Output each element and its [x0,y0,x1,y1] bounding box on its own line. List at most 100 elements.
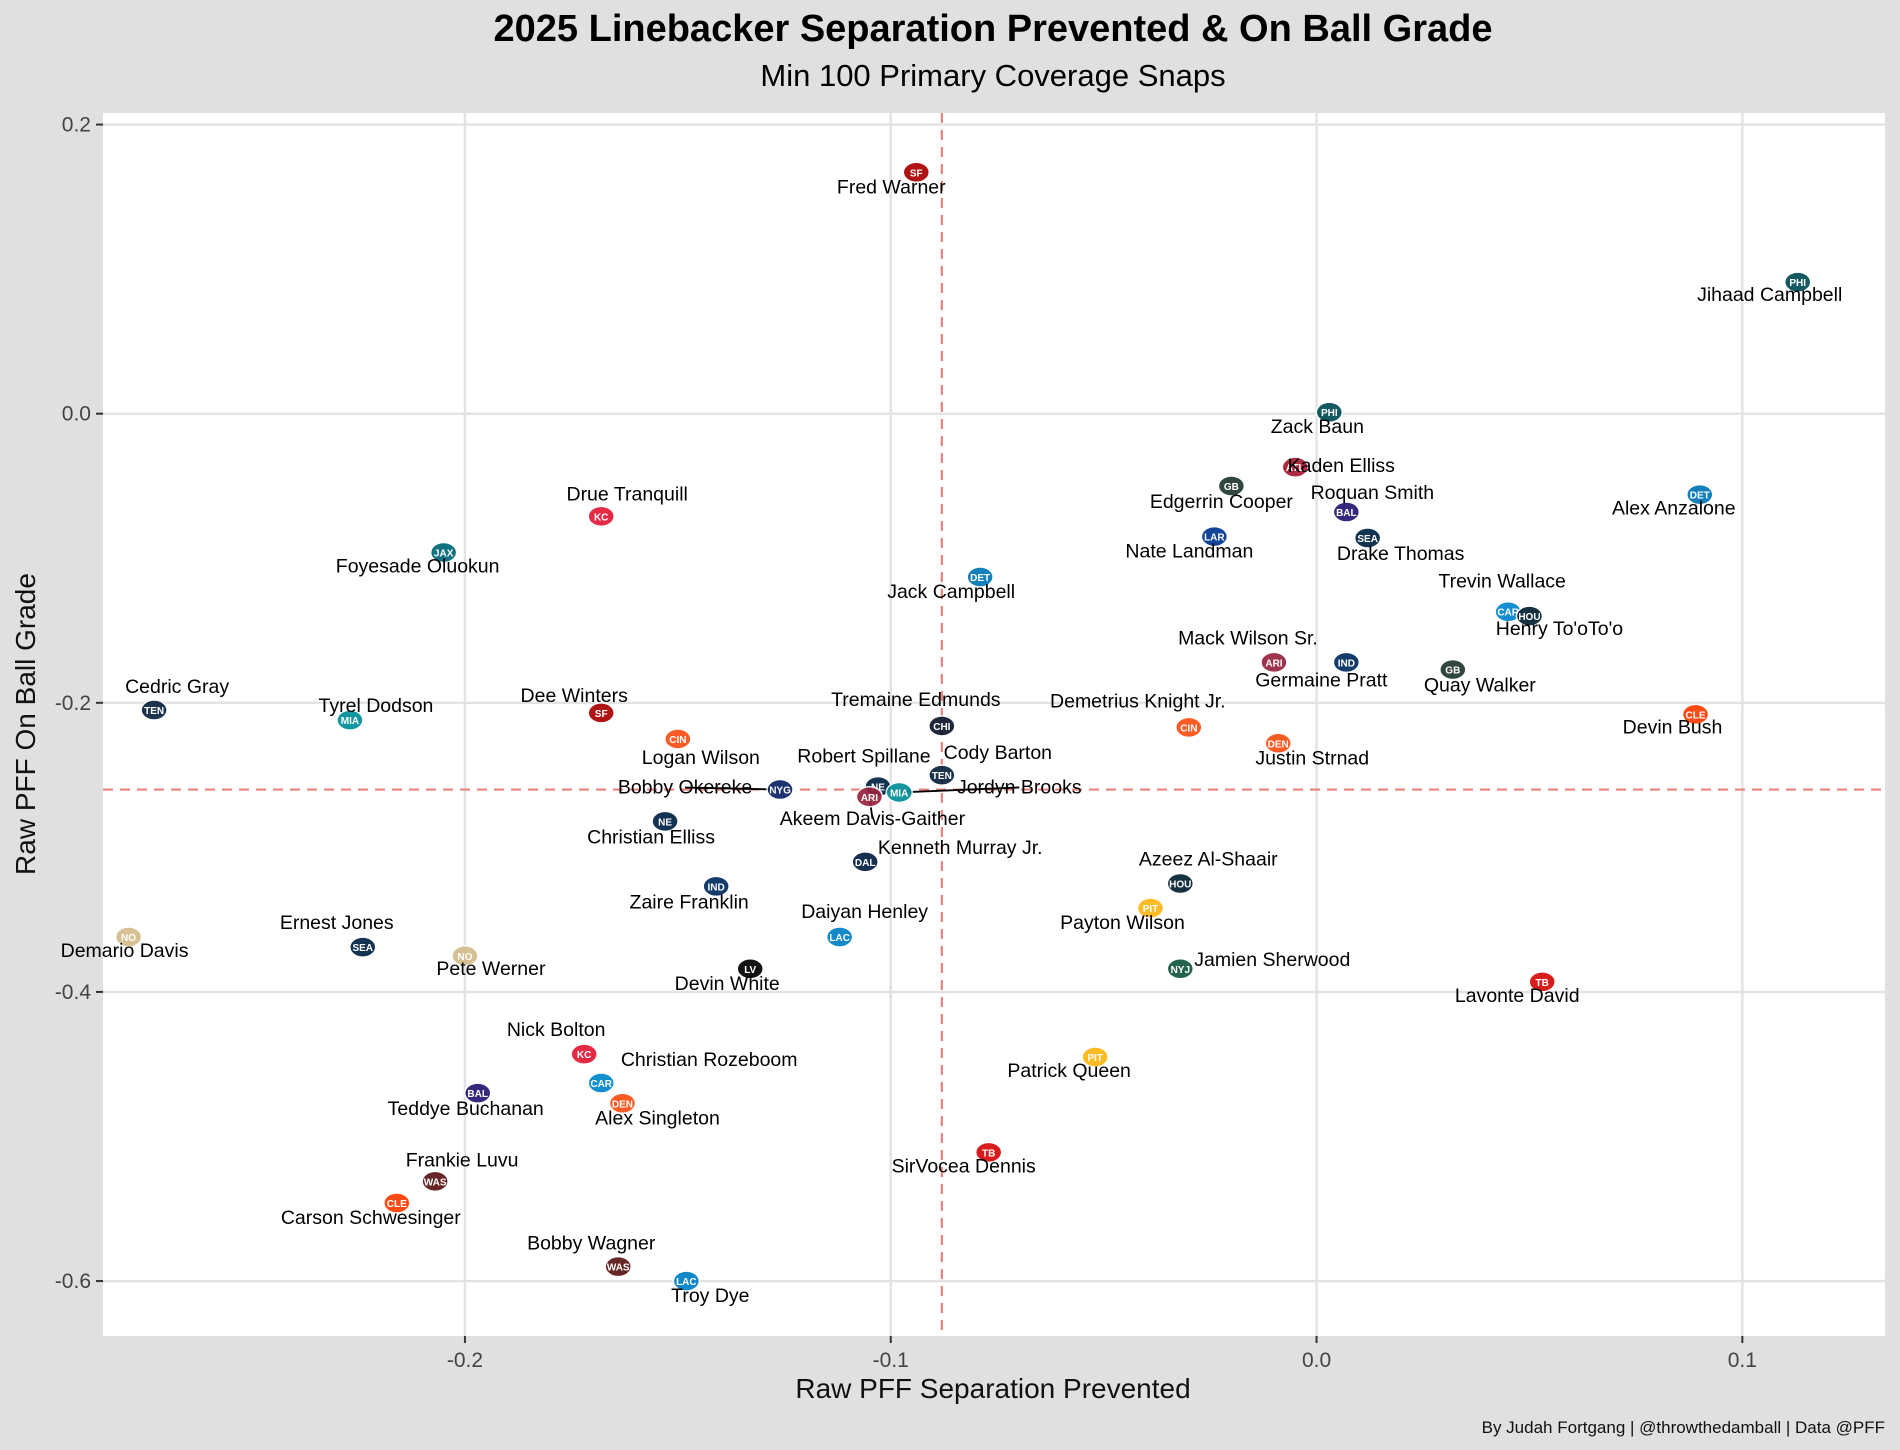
team-logo-car: CAR [587,1072,615,1094]
point-label-christian-rozeboom: Christian Rozeboom [621,1049,798,1071]
team-logo-bal: BAL [463,1082,492,1104]
data-point-germaine-pratt [1332,651,1361,674]
reference-lines [103,113,1885,1336]
point-label-fred-warner: Fred Warner [837,176,946,198]
team-logo-phi: PHI [1315,401,1344,423]
team-logo-lv: LV [736,958,764,980]
point-label-drue-tranquill: Drue Tranquill [566,483,687,505]
team-abbrev: ARI [861,793,878,804]
team-abbrev: CHI [933,722,950,733]
team-abbrev: BAL [1336,508,1357,519]
team-abbrev: DEN [1268,739,1289,750]
team-abbrev: NE [871,783,885,794]
team-abbrev: ATL [1286,463,1305,474]
data-point-nate-landman [1200,525,1229,548]
team-logo-sf: SF [902,161,931,184]
team-logo-cle: CLE [383,1192,411,1214]
data-point-tyrel-dodson [336,709,364,731]
point-label-alex-anzalone: Alex Anzalone [1612,498,1736,520]
point-label-justin-strnad: Justin Strnad [1255,747,1369,769]
point-label-edgerrin-cooper: Edgerrin Cooper [1150,491,1294,513]
point-label-germaine-pratt: Germaine Pratt [1255,669,1388,691]
team-abbrev: SF [595,709,608,720]
team-abbrev: IND [708,882,725,893]
data-point-bobby-okereke [766,778,794,801]
team-logo-den: DEN [608,1092,637,1115]
team-logo-no: NO [451,945,479,967]
team-logo-tb: TB [974,1141,1003,1164]
point-label-demetrius-knight-jr: Demetrius Knight Jr. [1050,690,1226,712]
team-abbrev: IND [1338,658,1355,669]
data-point-azeez-al-shaair [1166,872,1195,895]
team-logo-lac: LAC [825,926,854,948]
point-label-tremaine-edmunds: Tremaine Edmunds [831,689,1001,711]
team-abbrev: CIN [1180,723,1197,734]
team-abbrev: CAR [1497,608,1519,619]
team-logo-den: DEN [1264,732,1292,755]
team-abbrev: WAS [607,1263,630,1274]
data-point-jordyn-brooks [885,781,914,804]
data-point-jihaad-campbell [1783,271,1812,293]
point-label-jihaad-campbell: Jihaad Campbell [1697,284,1842,306]
point-label-zack-baun: Zack Baun [1271,416,1364,438]
point-label-teddye-buchanan: Teddye Buchanan [388,1098,544,1120]
chart-caption: By Judah Fortgang | @throwthedamball | D… [1482,1418,1885,1437]
team-logo-kc: KC [587,505,615,528]
label-connector [899,786,1020,794]
team-logo-nyg: NYG [766,778,794,801]
data-point-devin-white [736,958,764,980]
data-point-carson-schwesinger [383,1192,411,1214]
data-point-alex-anzalone [1686,483,1714,506]
team-logo-jax: JAX [429,541,458,564]
team-abbrev: KC [594,512,608,523]
team-logo-hou: HOU [1166,872,1195,895]
team-logo-chi: CHI [928,715,956,737]
point-label-cedric-gray: Cedric Gray [125,676,229,698]
team-abbrev: CIN [669,735,686,746]
team-abbrev: SEA [1357,534,1378,545]
team-logo-ari: ARI [1260,651,1288,674]
data-point-ernest-jones [348,936,377,958]
team-logo-mia: MIA [336,709,364,731]
y-tick-label: -0.4 [55,981,92,1004]
data-point-fred-warner [902,161,931,184]
y-tick-label: -0.2 [55,692,91,715]
data-point-jack-campbell [966,566,994,588]
point-label-demario-davis: Demario Davis [61,940,189,962]
data-point-demario-davis [114,926,143,948]
data-point-mack-wilson-sr [1260,651,1288,674]
team-logo-ten: TEN [140,699,168,721]
point-label-quay-walker: Quay Walker [1424,675,1536,697]
data-point-teddye-buchanan [463,1082,492,1104]
point-label-cody-barton: Cody Barton [944,742,1052,764]
data-point-cody-barton [928,764,956,786]
data-point-zaire-franklin [702,875,730,898]
team-abbrev: KC [577,1050,591,1061]
point-label-zaire-franklin: Zaire Franklin [630,891,749,913]
point-label-sirvocea-dennis: SirVocea Dennis [892,1155,1036,1177]
data-point-henry-to-oto-o [1515,605,1544,627]
team-abbrev: TB [982,1148,995,1159]
x-tick-label: 0.0 [1302,1349,1331,1372]
team-abbrev: SEA [352,943,373,954]
data-point-troy-dye [672,1270,701,1292]
team-abbrev: WAS [424,1177,447,1188]
team-logo-cin: CIN [664,728,692,750]
team-abbrev: HOU [1518,612,1540,623]
data-point-drue-tranquill [587,505,615,528]
y-tick-label: 0.2 [62,114,91,137]
x-axis-ticks: -0.2 -0.1 0.0 0.1 [447,1336,1757,1372]
data-point-kaden-elliss [1281,456,1310,478]
team-logo-ari: ARI [855,786,884,808]
team-logo-ten: TEN [928,764,956,786]
team-abbrev: SF [910,168,923,179]
team-abbrev: LV [744,965,756,976]
data-point-lavonte-david [1528,971,1556,993]
data-point-alex-singleton [608,1092,637,1115]
data-point-christian-rozeboom [587,1072,615,1094]
y-axis-title: Raw PFF On Ball Grade [10,573,41,875]
team-abbrev: CLE [387,1199,407,1210]
data-point-dee-winters [587,702,615,724]
data-point-payton-wilson [1136,897,1165,919]
